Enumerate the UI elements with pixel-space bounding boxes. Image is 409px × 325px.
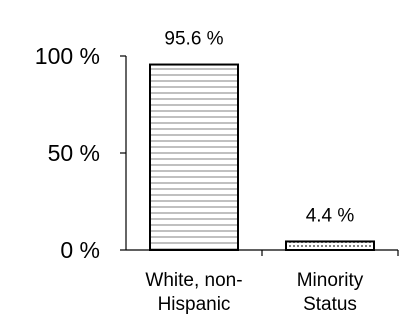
bar-white-non-hispanic [149,63,239,252]
data-label-group: 95.6 % 4.4 % [164,29,354,227]
y-tick-group: 0 % 50 % 100 % [35,43,126,263]
category-label-line: White, non- [145,270,242,291]
y-tick-label: 100 % [35,43,100,69]
data-label: 4.4 % [306,205,355,226]
category-label: Minority Status [297,270,364,315]
bar-group [149,63,375,252]
y-tick-label: 50 % [48,140,100,166]
x-tick-group [261,250,399,256]
category-label: White, non- Hispanic [145,270,242,315]
y-tick-label: 0 % [60,237,100,263]
category-label-line: Minority [297,270,364,291]
category-label-line: Hispanic [158,294,231,315]
bar-minority-status [285,240,375,252]
data-label: 95.6 % [164,29,223,50]
category-label-line: Status [303,294,357,315]
category-label-group: White, non- Hispanic Minority Status [145,270,363,315]
